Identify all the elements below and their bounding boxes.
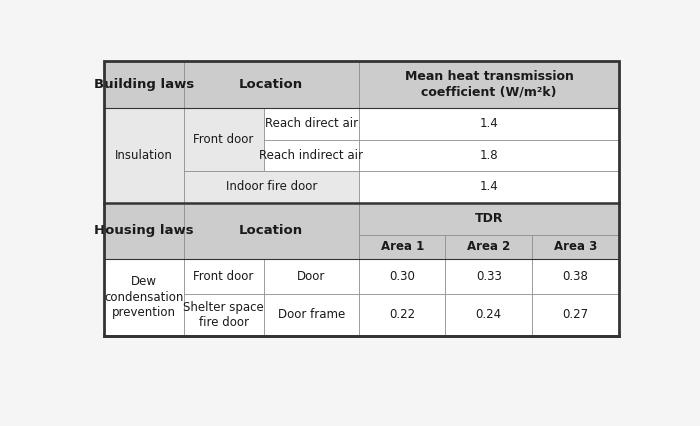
Text: Front door: Front door — [193, 270, 254, 283]
Text: Indoor fire door: Indoor fire door — [225, 180, 317, 193]
Text: Building laws: Building laws — [94, 78, 194, 91]
Bar — [359, 235, 445, 259]
Bar — [183, 171, 359, 202]
Text: Front door: Front door — [193, 133, 254, 146]
Text: 1.4: 1.4 — [480, 118, 498, 130]
Text: Dew
condensation
prevention: Dew condensation prevention — [104, 275, 183, 319]
Text: Housing laws: Housing laws — [94, 224, 193, 237]
Bar — [532, 259, 619, 294]
Bar — [359, 294, 445, 336]
Text: TDR: TDR — [475, 212, 503, 225]
Text: 0.22: 0.22 — [389, 308, 415, 321]
Text: Mean heat transmission
coefficient (W/m²k): Mean heat transmission coefficient (W/m²… — [405, 70, 573, 99]
Bar — [263, 294, 359, 336]
Text: Location: Location — [239, 78, 303, 91]
Bar — [359, 171, 619, 202]
Text: Location: Location — [239, 224, 303, 237]
Text: 1.4: 1.4 — [480, 180, 498, 193]
Bar — [445, 259, 532, 294]
Bar — [263, 140, 359, 171]
Bar — [183, 259, 263, 294]
Bar — [183, 108, 263, 171]
Bar — [104, 202, 183, 259]
Text: Area 3: Area 3 — [554, 240, 597, 253]
Text: 1.8: 1.8 — [480, 149, 498, 162]
Text: 0.24: 0.24 — [476, 308, 502, 321]
Bar — [445, 235, 532, 259]
Bar — [532, 294, 619, 336]
Bar — [104, 61, 183, 108]
Bar — [359, 108, 619, 140]
Bar — [532, 235, 619, 259]
Bar — [104, 259, 183, 336]
Bar — [263, 108, 359, 140]
Text: Reach indirect air: Reach indirect air — [259, 149, 363, 162]
Bar — [359, 140, 619, 171]
Text: Area 2: Area 2 — [467, 240, 510, 253]
Bar — [359, 202, 619, 235]
Bar — [183, 294, 263, 336]
Text: Door: Door — [297, 270, 326, 283]
Bar — [359, 61, 619, 108]
Text: Insulation: Insulation — [115, 149, 173, 162]
Text: 0.38: 0.38 — [563, 270, 589, 283]
Bar — [359, 259, 445, 294]
Bar — [104, 108, 183, 202]
Text: Reach direct air: Reach direct air — [265, 118, 358, 130]
Bar — [445, 294, 532, 336]
Text: Door frame: Door frame — [278, 308, 345, 321]
Text: 0.33: 0.33 — [476, 270, 502, 283]
Text: 0.30: 0.30 — [389, 270, 415, 283]
Bar — [183, 202, 359, 259]
Text: Shelter space
fire door: Shelter space fire door — [183, 300, 264, 329]
Bar — [104, 61, 619, 336]
Bar — [263, 259, 359, 294]
Text: 0.27: 0.27 — [563, 308, 589, 321]
Bar — [183, 61, 359, 108]
Text: Area 1: Area 1 — [381, 240, 424, 253]
